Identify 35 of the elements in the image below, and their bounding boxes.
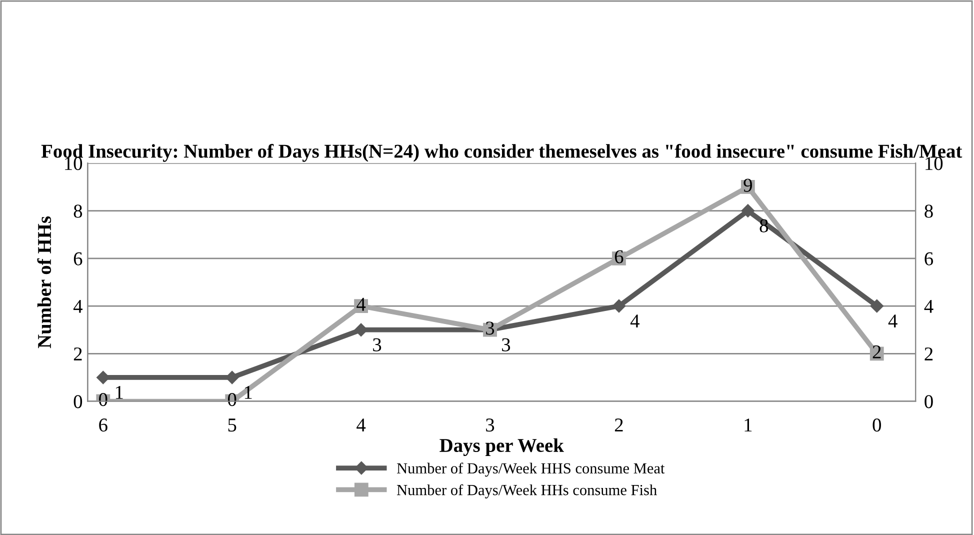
data-label: 3 — [373, 338, 382, 352]
x-tick-label: 0 — [872, 418, 881, 432]
data-label: 6 — [614, 250, 624, 264]
data-label: 0 — [99, 392, 108, 406]
data-label: 3 — [486, 322, 494, 335]
x-tick-label: 1 — [744, 418, 752, 432]
data-label: 1 — [244, 386, 252, 399]
data-label: 4 — [888, 314, 898, 328]
x-tick-label: 6 — [99, 418, 108, 432]
y-axis-title: Number of HHs — [37, 216, 52, 348]
x-tick-label: 2 — [614, 418, 623, 432]
data-label: 4 — [630, 314, 640, 328]
y-tick-label: 6 — [74, 252, 82, 266]
legend-label: Number of Days/Week HHS consume Meat — [396, 462, 665, 477]
data-label: 9 — [744, 178, 752, 192]
x-tick-label: 3 — [486, 418, 494, 432]
legend-label: Number of Days/Week HHs consume Fish — [396, 484, 657, 498]
x-tick-label: 4 — [356, 418, 366, 432]
data-label: 0 — [228, 392, 236, 406]
x-tick-label: 5 — [228, 418, 236, 432]
y2-tick-label: 10 — [926, 156, 943, 170]
y2-tick-label: 8 — [924, 204, 933, 218]
data-label: 1 — [116, 386, 123, 399]
x-axis-title: Days per Week — [440, 438, 564, 456]
data-label: 3 — [502, 338, 510, 352]
y-tick-label: 4 — [73, 300, 82, 313]
y2-tick-label: 0 — [924, 395, 933, 408]
y2-tick-label: 4 — [924, 300, 934, 313]
y2-tick-label: 2 — [924, 348, 933, 360]
data-label: 2 — [872, 345, 881, 358]
y2-tick-label: 6 — [924, 252, 934, 266]
y-tick-label: 2 — [74, 348, 82, 360]
data-label: 4 — [356, 298, 366, 311]
y-tick-label: 0 — [74, 395, 82, 408]
y-tick-label: 8 — [74, 204, 82, 218]
